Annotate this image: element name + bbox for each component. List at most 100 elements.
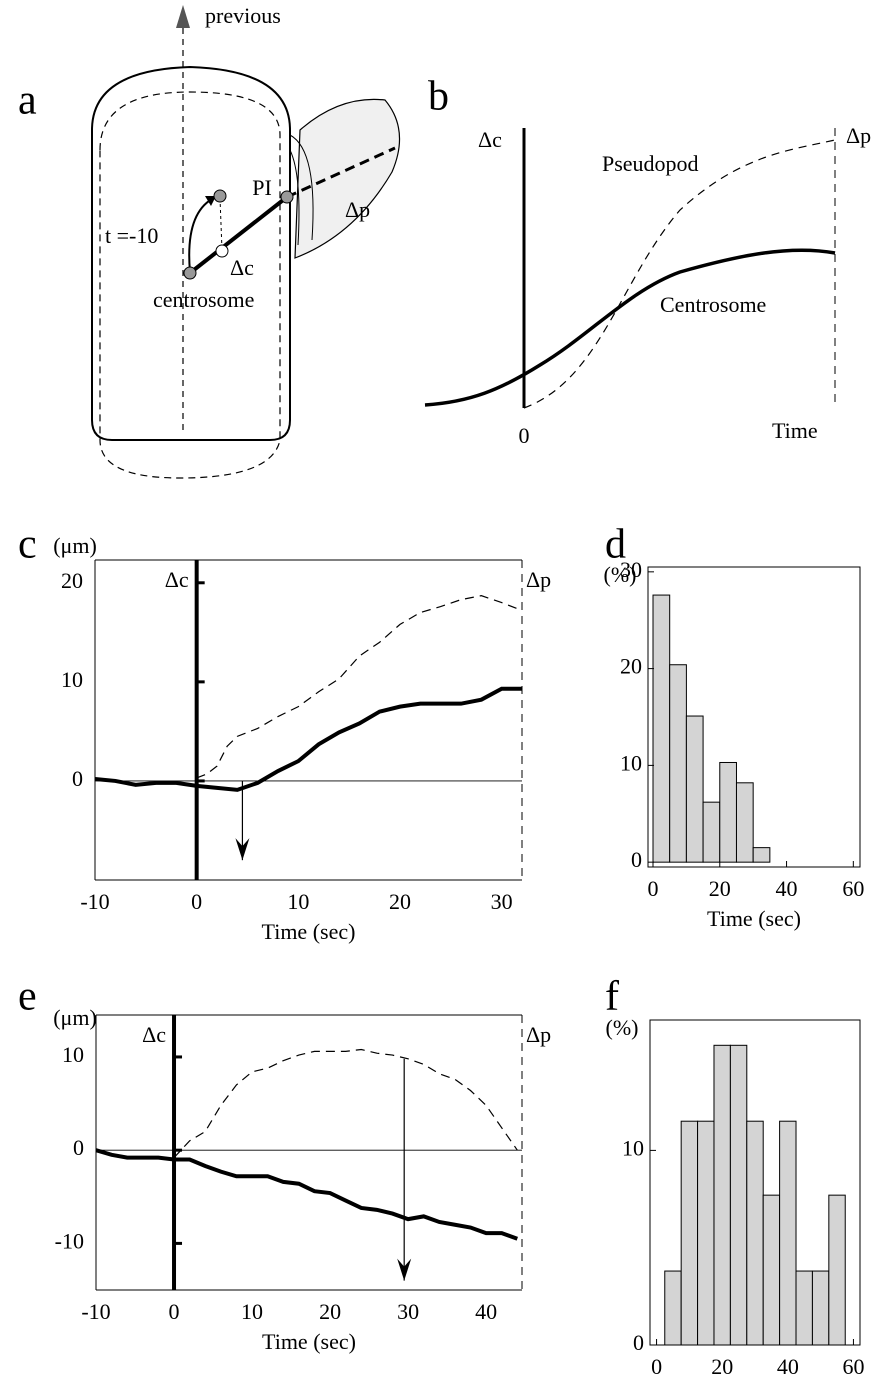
x-tick-label: 10	[287, 889, 309, 914]
y-tick-label: 10	[622, 1135, 644, 1160]
pseudopod-curve	[523, 139, 836, 409]
y-tick-label: 20	[620, 654, 642, 679]
label: PI	[252, 175, 272, 200]
label: previous	[205, 3, 281, 28]
x-tick-label: 40	[475, 1299, 497, 1324]
y-tick-label: 20	[61, 568, 83, 593]
x-tick-label: 0	[648, 876, 659, 901]
panel-label: d	[605, 522, 626, 568]
label: centrosome	[153, 287, 254, 312]
y-tick-label: 0	[633, 1330, 644, 1355]
centrosome-curve	[424, 248, 836, 407]
x-tick-label: 60	[842, 1354, 864, 1379]
panel-label: c	[18, 522, 37, 568]
x-axis-label: Time (sec)	[707, 906, 801, 931]
frame	[649, 1019, 861, 1346]
bar	[697, 1120, 715, 1346]
axis-marker: Δp	[526, 567, 551, 592]
previous-outline	[99, 91, 281, 479]
label: Centrosome	[660, 292, 766, 317]
arrowhead	[235, 838, 250, 861]
series-line	[173, 1048, 518, 1159]
bar	[680, 1120, 699, 1346]
bar	[735, 782, 754, 863]
y-tick-label: 0	[631, 847, 642, 872]
y-tick-label: 10	[61, 667, 83, 692]
projection-dot	[215, 244, 229, 258]
series-line	[95, 1148, 518, 1241]
cell-outline	[91, 65, 291, 441]
bar	[752, 847, 771, 863]
y-axis-label: (μm)	[53, 1005, 97, 1030]
pseudopod-shape	[294, 98, 401, 259]
panel-b	[424, 128, 836, 409]
delta-p-line	[286, 146, 396, 199]
y-axis-label: (%)	[606, 1015, 639, 1040]
panel-label: a	[18, 78, 37, 124]
y-tick-label: 0	[73, 1135, 84, 1160]
x-tick-label: -10	[81, 1299, 110, 1324]
x-axis-label: Time (sec)	[262, 919, 356, 944]
arrowhead	[205, 196, 216, 206]
series-line	[94, 686, 522, 792]
x-tick-label: 20	[711, 1354, 733, 1379]
bar	[746, 1120, 764, 1346]
projection	[219, 197, 223, 251]
y-tick-label: -10	[55, 1228, 84, 1253]
label: Δc	[230, 255, 254, 280]
x-tick-label: 40	[776, 876, 798, 901]
bar	[669, 664, 687, 863]
axis-marker: Δc	[165, 567, 189, 592]
x-tick-label: 20	[709, 876, 731, 901]
bar	[811, 1270, 830, 1346]
label: Pseudopod	[602, 151, 699, 176]
x-tick-label: -10	[80, 889, 109, 914]
bar	[685, 715, 704, 863]
y-axis-label: (μm)	[53, 533, 97, 558]
x-axis-label: Time (sec)	[262, 1329, 356, 1354]
bar	[719, 761, 737, 863]
axis-marker: Δc	[142, 1022, 166, 1047]
x-tick-label: 0	[651, 1354, 662, 1379]
label: Δc	[478, 127, 502, 152]
label: 0	[519, 423, 530, 448]
y-tick-label: 30	[620, 557, 642, 582]
x-tick-label: 0	[191, 889, 202, 914]
pseudopod-fold	[289, 134, 314, 246]
bar	[664, 1270, 682, 1346]
label: t =-10	[105, 223, 158, 248]
bar	[795, 1270, 813, 1346]
x-tick-label: 30	[491, 889, 513, 914]
x-tick-label: 20	[319, 1299, 341, 1324]
y-axis-label: (%)	[604, 562, 637, 587]
arrowhead	[176, 5, 190, 28]
bar	[729, 1044, 748, 1346]
delta-c-line	[188, 195, 289, 275]
x-tick-label: 30	[397, 1299, 419, 1324]
centrosome-dot	[213, 189, 227, 203]
move-arrow	[188, 198, 213, 273]
panel-label: b	[428, 74, 449, 120]
y-tick-label: 10	[62, 1042, 84, 1067]
panel-a	[91, 5, 401, 479]
frame	[647, 566, 861, 868]
y-tick-label: 0	[72, 766, 83, 791]
bar	[828, 1194, 846, 1346]
label: Time	[772, 418, 818, 443]
panel-label: e	[18, 974, 37, 1020]
x-tick-label: 20	[389, 889, 411, 914]
panel-label: f	[605, 974, 619, 1020]
bar	[779, 1120, 797, 1346]
bar	[702, 801, 721, 863]
arrowhead	[397, 1258, 412, 1281]
bar	[762, 1194, 781, 1346]
x-tick-label: 0	[169, 1299, 180, 1324]
label: Δp	[846, 123, 871, 148]
pi-dot	[280, 190, 294, 204]
y-tick-label: 10	[620, 750, 642, 775]
series-line	[196, 595, 523, 779]
x-tick-label: 10	[241, 1299, 263, 1324]
axis-marker: Δp	[526, 1022, 551, 1047]
